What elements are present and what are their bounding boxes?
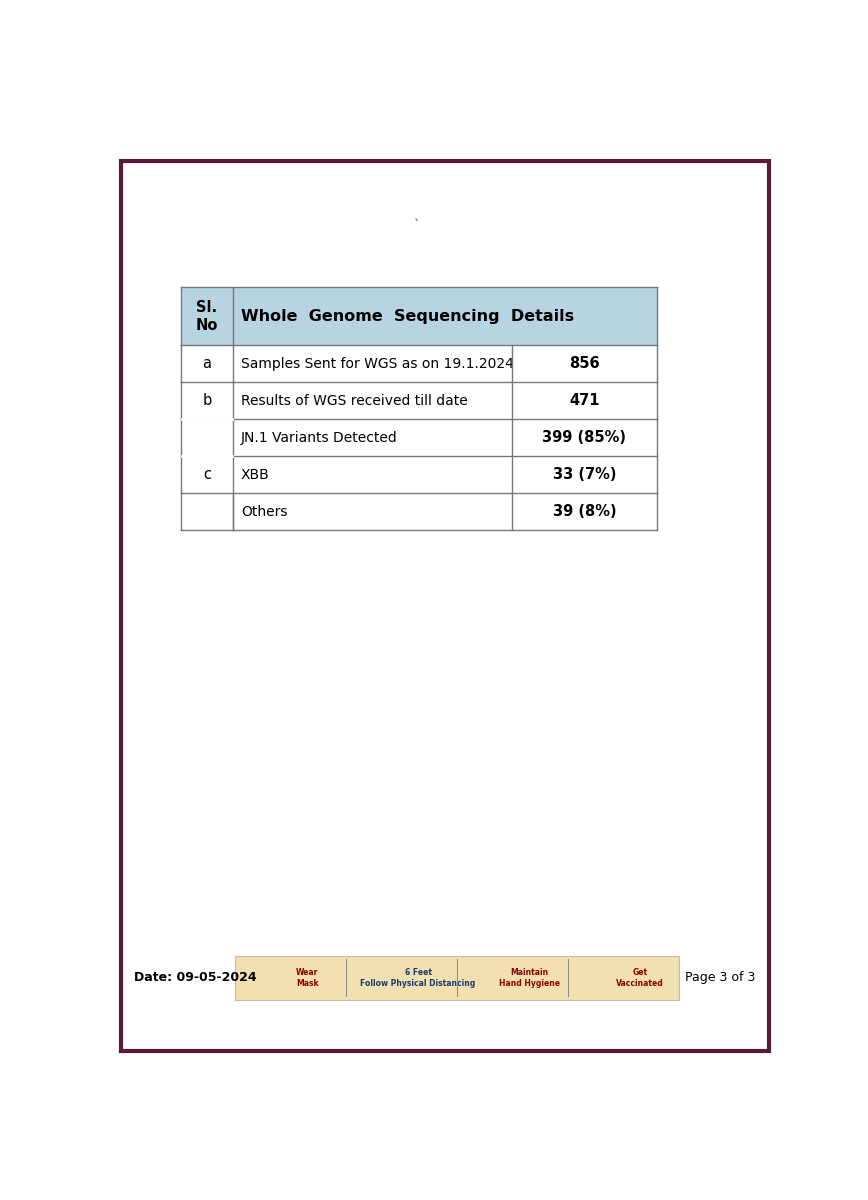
Text: Get
Vaccinated: Get Vaccinated xyxy=(616,968,664,988)
Text: 6 Feet
Follow Physical Distancing: 6 Feet Follow Physical Distancing xyxy=(360,968,476,988)
Bar xyxy=(181,493,657,530)
Text: Others: Others xyxy=(241,505,287,518)
Text: Sl.
No: Sl. No xyxy=(196,300,218,334)
Text: 399 (85%): 399 (85%) xyxy=(542,431,627,445)
Text: Wear
Mask: Wear Mask xyxy=(296,968,319,988)
Text: 471: 471 xyxy=(569,394,600,408)
Bar xyxy=(181,456,657,493)
Text: JN.1 Variants Detected: JN.1 Variants Detected xyxy=(241,431,398,445)
Text: Whole  Genome  Sequencing  Details: Whole Genome Sequencing Details xyxy=(241,308,574,324)
Text: c: c xyxy=(203,467,211,482)
Text: Results of WGS received till date: Results of WGS received till date xyxy=(241,394,468,408)
Text: 39 (8%): 39 (8%) xyxy=(553,504,616,520)
Text: Maintain
Hand Hygiene: Maintain Hand Hygiene xyxy=(498,968,560,988)
Text: `: ` xyxy=(413,218,420,232)
Text: Page 3 of 3: Page 3 of 3 xyxy=(685,972,756,984)
Text: Date: 09-05-2024: Date: 09-05-2024 xyxy=(134,972,257,984)
Bar xyxy=(181,287,657,346)
Bar xyxy=(181,383,657,419)
Bar xyxy=(235,955,679,1000)
Text: 856: 856 xyxy=(569,356,600,372)
Text: b: b xyxy=(202,394,212,408)
Text: a: a xyxy=(202,356,212,372)
Text: Samples Sent for WGS as on 19.1.2024: Samples Sent for WGS as on 19.1.2024 xyxy=(241,356,514,371)
Bar xyxy=(181,419,657,456)
Text: XBB: XBB xyxy=(241,468,270,481)
Bar xyxy=(181,346,657,383)
Text: 33 (7%): 33 (7%) xyxy=(553,467,616,482)
